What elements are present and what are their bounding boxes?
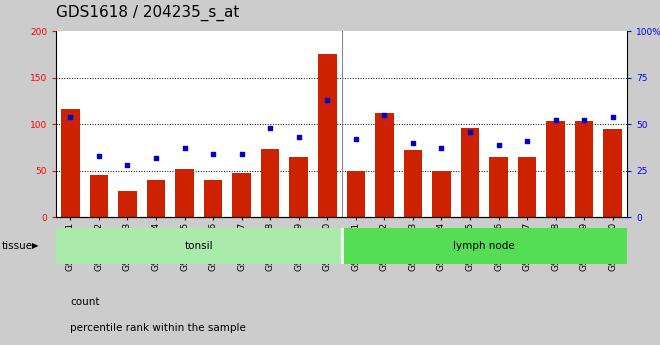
Text: tissue: tissue — [1, 241, 32, 251]
Point — [122, 162, 133, 168]
Text: count: count — [70, 297, 100, 307]
Point — [607, 114, 618, 119]
Text: tonsil: tonsil — [185, 241, 213, 251]
Point — [236, 151, 247, 157]
Point — [180, 146, 190, 151]
Bar — [118, 191, 137, 217]
Text: percentile rank within the sample: percentile rank within the sample — [70, 323, 246, 333]
Bar — [232, 172, 251, 217]
Bar — [546, 121, 565, 217]
Bar — [432, 171, 451, 217]
Bar — [375, 113, 393, 217]
Point — [65, 114, 76, 119]
Text: lymph node: lymph node — [453, 241, 515, 251]
Point — [550, 118, 561, 123]
Bar — [290, 157, 308, 217]
Bar — [489, 157, 508, 217]
Bar — [90, 175, 108, 217]
Point — [208, 151, 218, 157]
Point — [265, 125, 275, 131]
Point — [522, 138, 533, 144]
Bar — [518, 157, 537, 217]
Bar — [346, 171, 365, 217]
Point — [493, 142, 504, 147]
Bar — [342, 228, 627, 264]
Point — [150, 155, 161, 160]
Bar — [61, 109, 80, 217]
Point — [465, 129, 475, 135]
Point — [322, 97, 333, 103]
Point — [408, 140, 418, 146]
Bar — [318, 54, 337, 217]
Bar — [575, 121, 593, 217]
Bar — [261, 149, 279, 217]
Point — [379, 112, 389, 118]
Bar — [461, 128, 479, 217]
Text: GDS1618 / 204235_s_at: GDS1618 / 204235_s_at — [56, 5, 240, 21]
Bar — [603, 129, 622, 217]
Bar — [176, 169, 194, 217]
Point — [579, 118, 589, 123]
Point — [294, 135, 304, 140]
Bar — [147, 180, 165, 217]
Text: ▶: ▶ — [32, 241, 38, 250]
Point — [350, 136, 361, 142]
Bar — [204, 180, 222, 217]
Point — [436, 146, 447, 151]
Bar — [56, 228, 342, 264]
Point — [94, 153, 104, 159]
Bar — [404, 150, 422, 217]
